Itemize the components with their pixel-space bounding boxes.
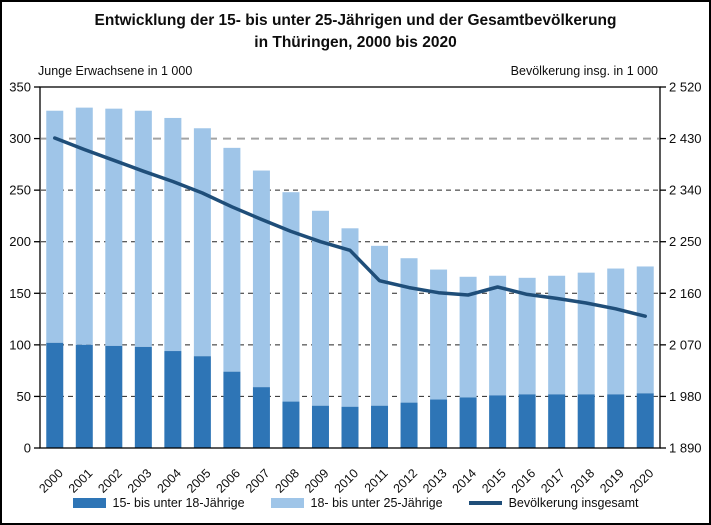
x-axis-year-label: 2009 bbox=[302, 466, 332, 496]
bar-segment-18-25 bbox=[46, 110, 64, 343]
bar-segment-15-18 bbox=[105, 345, 123, 448]
bar-segment-18-25 bbox=[311, 210, 329, 406]
x-axis-year-label: 2011 bbox=[362, 466, 391, 495]
right-axis-tick-label: 1 890 bbox=[669, 441, 702, 456]
bar-segment-15-18 bbox=[252, 387, 270, 448]
plot-frame bbox=[39, 86, 661, 449]
bar-segment-15-18 bbox=[371, 405, 389, 448]
chart-title-line-2: in Thüringen, 2000 bis 2020 bbox=[254, 34, 457, 51]
x-axis-year-label: 2016 bbox=[509, 466, 539, 496]
bar-segment-15-18 bbox=[341, 406, 359, 448]
bar-segment-18-25 bbox=[341, 228, 359, 407]
bar-segment-15-18 bbox=[164, 351, 182, 448]
bar-segment-18-25 bbox=[134, 110, 152, 347]
bar-segment-18-25 bbox=[548, 275, 566, 395]
bar-segment-18-25 bbox=[518, 277, 536, 395]
x-axis-year-label: 2003 bbox=[125, 466, 155, 496]
left-axis-tick-label: 300 bbox=[9, 131, 31, 146]
chart-legend: 15- bis unter 18-Jährige 18- bis unter 2… bbox=[2, 496, 709, 510]
right-axis-tick-label: 2 250 bbox=[669, 234, 702, 249]
bar-segment-18-25 bbox=[577, 272, 595, 395]
bar-segment-15-18 bbox=[223, 371, 241, 448]
bar-segment-15-18 bbox=[607, 394, 625, 448]
bar-segment-15-18 bbox=[400, 402, 418, 448]
x-axis-year-label: 2006 bbox=[213, 466, 243, 496]
left-axis-tick-label: 200 bbox=[9, 234, 31, 249]
legend-item-population: Bevölkerung insgesamt bbox=[468, 496, 639, 510]
bar-segment-15-18 bbox=[577, 394, 595, 448]
bar-segment-18-25 bbox=[223, 147, 241, 372]
x-axis-year-label: 2020 bbox=[627, 466, 657, 496]
bar-segment-15-18 bbox=[311, 405, 329, 448]
bar-segment-15-18 bbox=[46, 342, 64, 448]
bar-segment-15-18 bbox=[75, 344, 93, 448]
x-axis-year-label: 2000 bbox=[36, 466, 66, 496]
legend-item-18-25: 18- bis unter 25-Jährige bbox=[270, 496, 443, 510]
right-axis-tick-label: 2 520 bbox=[669, 80, 702, 95]
bar-segment-18-25 bbox=[75, 107, 93, 345]
bar-segment-15-18 bbox=[134, 346, 152, 448]
bar-segment-15-18 bbox=[489, 395, 507, 448]
legend-swatch-light-blue bbox=[270, 498, 304, 508]
right-axis-tick-label: 2 070 bbox=[669, 337, 702, 352]
x-axis-year-label: 2004 bbox=[154, 466, 184, 496]
bar-segment-18-25 bbox=[636, 266, 654, 394]
bar-segment-15-18 bbox=[518, 394, 536, 448]
population-line bbox=[53, 136, 647, 318]
left-axis-tick-label: 0 bbox=[24, 441, 31, 456]
left-axis-tick-label: 100 bbox=[9, 337, 31, 352]
legend-swatch-dark-blue bbox=[72, 498, 106, 508]
x-axis-year-label: 2015 bbox=[479, 466, 509, 496]
bar-segment-18-25 bbox=[282, 192, 300, 402]
bar-segment-18-25 bbox=[193, 128, 211, 357]
bar-segment-18-25 bbox=[164, 117, 182, 352]
left-axis-unit-label: Junge Erwachsene in 1 000 bbox=[38, 64, 193, 78]
bar-segment-18-25 bbox=[489, 275, 507, 396]
bar-segment-18-25 bbox=[400, 258, 418, 403]
right-axis-tick-label: 1 980 bbox=[669, 389, 702, 404]
bar-segment-15-18 bbox=[548, 394, 566, 448]
left-axis-tick-label: 150 bbox=[9, 286, 31, 301]
legend-label: 15- bis unter 18-Jährige bbox=[112, 496, 245, 510]
bar-segment-18-25 bbox=[607, 268, 625, 395]
right-axis-tick-label: 2 160 bbox=[669, 286, 702, 301]
legend-label: Bevölkerung insgesamt bbox=[508, 496, 639, 510]
bar-segment-15-18 bbox=[459, 397, 477, 448]
x-axis-year-label: 2002 bbox=[95, 466, 125, 496]
bar-segment-15-18 bbox=[193, 356, 211, 448]
x-axis-year-label: 2007 bbox=[243, 466, 273, 496]
bar-segment-18-25 bbox=[252, 170, 270, 388]
legend-item-15-18: 15- bis unter 18-Jährige bbox=[72, 496, 245, 510]
legend-label: 18- bis unter 25-Jährige bbox=[310, 496, 443, 510]
x-axis-year-label: 2005 bbox=[184, 466, 214, 496]
chart-title-line-1: Entwicklung der 15- bis unter 25-Jährige… bbox=[94, 12, 617, 29]
x-axis-year-label: 2008 bbox=[273, 466, 303, 496]
bar-segment-15-18 bbox=[636, 393, 654, 448]
right-axis-tick-label: 2 340 bbox=[669, 183, 702, 198]
x-axis-year-label: 2018 bbox=[568, 466, 598, 496]
bar-segment-18-25 bbox=[105, 108, 123, 346]
x-axis-year-label: 2014 bbox=[450, 466, 480, 496]
left-axis-tick-label: 250 bbox=[9, 183, 31, 198]
x-axis-year-label: 2017 bbox=[538, 466, 568, 496]
left-axis-tick-label: 350 bbox=[9, 80, 31, 95]
x-axis-year-label: 2019 bbox=[597, 466, 627, 496]
bar-segment-18-25 bbox=[430, 269, 448, 400]
x-axis-year-label: 2012 bbox=[391, 466, 421, 496]
x-axis-year-label: 2013 bbox=[420, 466, 450, 496]
bar-segment-15-18 bbox=[430, 399, 448, 448]
bar-segment-15-18 bbox=[282, 401, 300, 448]
right-axis-unit-label: Bevölkerung insg. in 1 000 bbox=[510, 64, 658, 78]
bar-segment-18-25 bbox=[459, 276, 477, 398]
legend-swatch-line bbox=[468, 501, 502, 505]
x-axis-year-label: 2001 bbox=[66, 466, 96, 496]
x-axis-year-label: 2010 bbox=[332, 466, 362, 496]
left-axis-tick-label: 50 bbox=[17, 389, 31, 404]
bar-segment-18-25 bbox=[371, 245, 389, 406]
right-axis-tick-label: 2 430 bbox=[669, 131, 702, 146]
